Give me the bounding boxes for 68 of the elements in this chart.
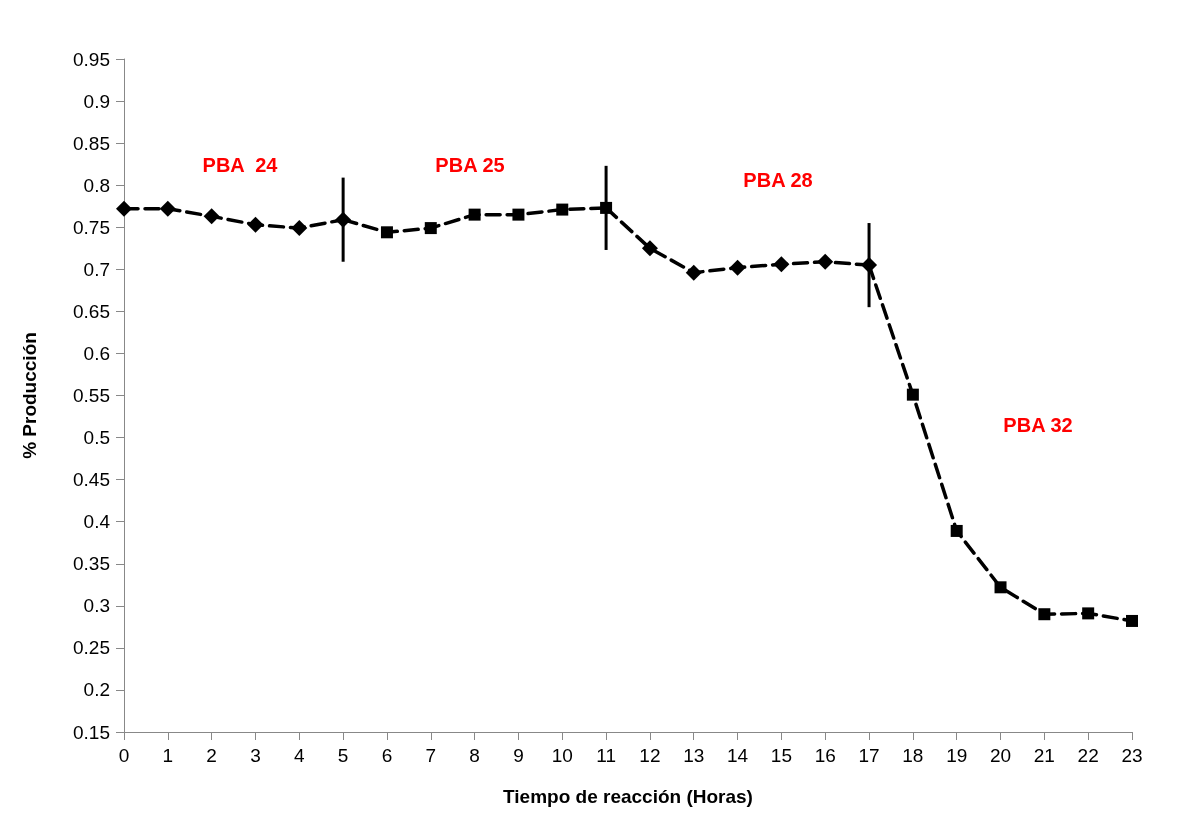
x-axis-title: Tiempo de reacción (Horas) <box>503 786 753 807</box>
x-tick-label: 6 <box>381 745 393 766</box>
y-tick-label: 0.2 <box>83 679 110 701</box>
x-tick-label: 7 <box>425 745 437 766</box>
point <box>380 226 393 239</box>
y-tick-label: 0.3 <box>83 595 110 617</box>
x-tick-label: 9 <box>513 745 524 766</box>
point <box>1038 608 1051 621</box>
point <box>685 264 702 281</box>
x-tick-label: 11 <box>596 745 616 766</box>
annotation: PBA 25 <box>435 154 505 176</box>
x-tick-label: 2 <box>206 745 217 766</box>
point <box>1126 614 1138 627</box>
point <box>641 240 658 257</box>
point <box>512 208 525 221</box>
point <box>817 253 834 270</box>
annotation: PBA 24 <box>202 154 279 176</box>
point <box>906 388 919 401</box>
x-tick-label: 15 <box>770 745 792 766</box>
y-axis-title: % Producción <box>19 332 40 459</box>
x-tick-label: 1 <box>162 745 174 766</box>
point <box>1082 607 1095 620</box>
y-tick-label: 0.9 <box>83 90 110 112</box>
y-tick-label: 0.8 <box>83 174 110 196</box>
y-tick-label: 0.25 <box>73 637 110 659</box>
x-tick-label: 16 <box>814 745 836 766</box>
x-tick-label: 0 <box>118 745 130 766</box>
point <box>291 220 308 237</box>
point <box>994 581 1007 594</box>
y-tick-label: 0.5 <box>83 427 110 449</box>
y-tick-label: 0.85 <box>73 132 110 154</box>
y-tick-label: 0.6 <box>83 342 110 364</box>
point <box>203 208 220 225</box>
y-tick-label: 0.4 <box>83 511 111 533</box>
x-tick-label: 17 <box>858 745 880 766</box>
annotation: PBA 28 <box>743 169 813 191</box>
y-tick-label: 0.7 <box>83 258 110 280</box>
x-tick-label: 22 <box>1077 745 1099 766</box>
point <box>773 256 790 273</box>
y-tick-label: 0.35 <box>73 553 110 575</box>
x-tick-label: 8 <box>469 745 480 766</box>
y-tick-label: 0.75 <box>73 216 110 238</box>
x-tick-label: 20 <box>989 745 1012 766</box>
x-tick-label: 21 <box>1033 745 1055 766</box>
x-tick-label: 4 <box>294 745 306 766</box>
point <box>468 208 481 221</box>
point <box>556 203 569 216</box>
y-tick-label: 0.65 <box>73 300 110 322</box>
x-tick-label: 3 <box>250 745 261 766</box>
y-tick-label: 0.15 <box>73 721 110 743</box>
x-tick-label: 18 <box>902 745 924 766</box>
y-tick-label: 0.45 <box>73 469 110 491</box>
point <box>247 216 264 233</box>
x-tick-label: 13 <box>683 745 705 766</box>
x-tick-label: 5 <box>337 745 349 766</box>
x-tick-label: 19 <box>946 745 968 766</box>
x-tick-label: 12 <box>639 745 661 766</box>
point <box>729 259 746 276</box>
x-tick-label: 14 <box>726 745 749 766</box>
y-tick-label: 0.55 <box>73 385 110 406</box>
point <box>159 200 176 217</box>
y-tick-label: 0.95 <box>73 48 110 70</box>
x-tick-label: 10 <box>551 745 573 766</box>
annotation: PBA 32 <box>1003 414 1073 436</box>
x-tick-label: 23 <box>1121 745 1143 766</box>
point <box>950 524 963 537</box>
point <box>116 200 132 217</box>
point <box>424 222 437 235</box>
